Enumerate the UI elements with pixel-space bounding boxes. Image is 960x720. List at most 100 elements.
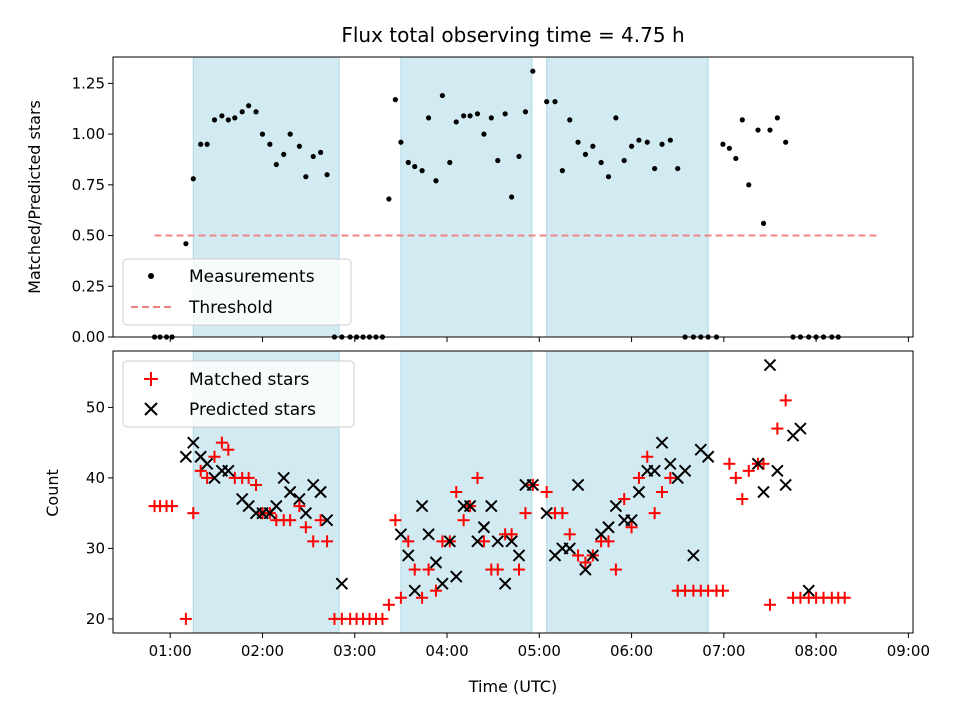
matched-star-point: [402, 535, 415, 548]
predicted-star-point: [436, 577, 449, 590]
predicted-star-point: [335, 577, 349, 590]
predicted-star-point: [394, 528, 408, 541]
measurement-point: [552, 99, 558, 105]
matched-star-point: [194, 464, 207, 477]
x-tick-label: 03:00: [333, 642, 376, 660]
matched-star-point: [757, 457, 770, 470]
legend-matched-label: Matched stars: [189, 370, 309, 390]
matched-star-point: [505, 528, 518, 541]
measurement-point: [667, 137, 673, 143]
predicted-star-point: [408, 584, 421, 597]
matched-star-point: [723, 457, 736, 470]
x-axis-label: Time (UTC): [468, 677, 557, 696]
matched-star-point: [641, 450, 654, 463]
matched-star-point: [314, 514, 327, 527]
predicted-star-point: [485, 499, 498, 513]
measurement-point: [598, 159, 604, 166]
measurement-point: [605, 174, 612, 180]
bottom-x-ticks: 01:00 02:00 03:00 04:00 05:00 06:00 07:00 08:00…: [149, 633, 930, 660]
predicted-star-point: [586, 549, 600, 562]
bottom-legend-box: [122, 360, 355, 428]
matched-star-point: [299, 521, 312, 534]
predicted-star-point: [763, 358, 777, 372]
measurement-point: [582, 151, 589, 157]
predicted-star-point: [655, 436, 669, 449]
predicted-star-point: [701, 450, 715, 463]
measurement-point: [522, 109, 529, 115]
measurement-point: [530, 68, 536, 74]
measurement-point: [567, 117, 573, 123]
matched-star-point: [771, 422, 784, 435]
measurement-point: [733, 155, 739, 162]
predicted-star-point: [179, 450, 193, 463]
measurement-point: [211, 117, 218, 123]
measurement-point: [739, 117, 745, 123]
matched-star-point: [408, 563, 421, 576]
measurement-point: [746, 182, 752, 188]
x-tick-label: 05:00: [518, 642, 561, 660]
bottom-axes-frame: [112, 350, 914, 634]
measurement-point: [386, 196, 392, 202]
top-x-ticks: [169, 337, 909, 342]
matched-star-point: [222, 443, 235, 456]
predicted-star-point: [314, 485, 327, 499]
predicted-star-point: [200, 457, 214, 471]
matched-star-point: [838, 591, 851, 604]
measurement-point: [281, 151, 287, 157]
predicted-star-point: [471, 535, 484, 548]
predicted-star-point: [687, 549, 700, 562]
predicted-star-point: [505, 535, 518, 548]
predicted-star-point: [540, 506, 553, 520]
predicted-star-point: [779, 478, 792, 492]
matched-star-point: [572, 549, 585, 562]
matched-star-point: [457, 514, 470, 527]
measurement-point: [481, 131, 487, 137]
measurement-point: [644, 139, 650, 145]
legend-predicted-marker: [144, 402, 158, 416]
x-tick-label: 02:00: [241, 642, 284, 660]
matched-star-point: [602, 535, 615, 548]
measurement-point: [287, 131, 293, 137]
matched-star-point: [208, 450, 221, 463]
matched-star-point: [579, 556, 592, 569]
matched-star-point: [540, 486, 553, 498]
observing-interval-3: [546, 350, 709, 634]
matched-star-point: [284, 514, 297, 527]
x-tick-label: 09:00: [887, 642, 930, 660]
bottom-y-axis-label: Count: [43, 469, 62, 517]
predicted-star-point: [794, 422, 807, 435]
matched-star-point: [664, 471, 677, 484]
predicted-star-point: [293, 492, 306, 506]
measurement-point: [760, 220, 767, 226]
measurement-point: [225, 117, 231, 123]
measurement-point: [439, 92, 446, 99]
matched-star-point: [656, 486, 669, 498]
predicted-star-point: [429, 556, 443, 569]
legend-measurements-label: Measurements: [189, 267, 315, 287]
x-tick-label: 01:00: [149, 642, 192, 660]
measurement-point: [767, 127, 773, 133]
predicted-star-point: [563, 542, 576, 555]
predicted-star-point: [757, 485, 770, 499]
predicted-star-point: [625, 513, 638, 527]
measurement-point: [253, 109, 259, 115]
top-legend-box: [122, 258, 352, 326]
measurement-point: [544, 99, 550, 105]
matched-star-point: [166, 500, 179, 513]
top-axes-frame: [112, 56, 914, 338]
matched-star-point: [519, 507, 532, 520]
y-tick-label: 0.25: [72, 277, 105, 295]
matched-star-point: [250, 478, 263, 491]
predicted-star-point: [450, 570, 463, 583]
matched-star-point: [563, 528, 576, 541]
predicted-star-point: [664, 457, 677, 471]
predicted-star-point: [602, 521, 615, 534]
measurement-point: [425, 115, 432, 121]
measurement-point: [447, 159, 453, 166]
predicted-star-point: [678, 464, 692, 478]
predicted-star-point: [648, 464, 661, 478]
measurement-point: [774, 115, 780, 121]
matched-star-point: [394, 591, 407, 604]
matched-star-point: [215, 436, 228, 449]
predicted-star-point: [609, 499, 623, 513]
